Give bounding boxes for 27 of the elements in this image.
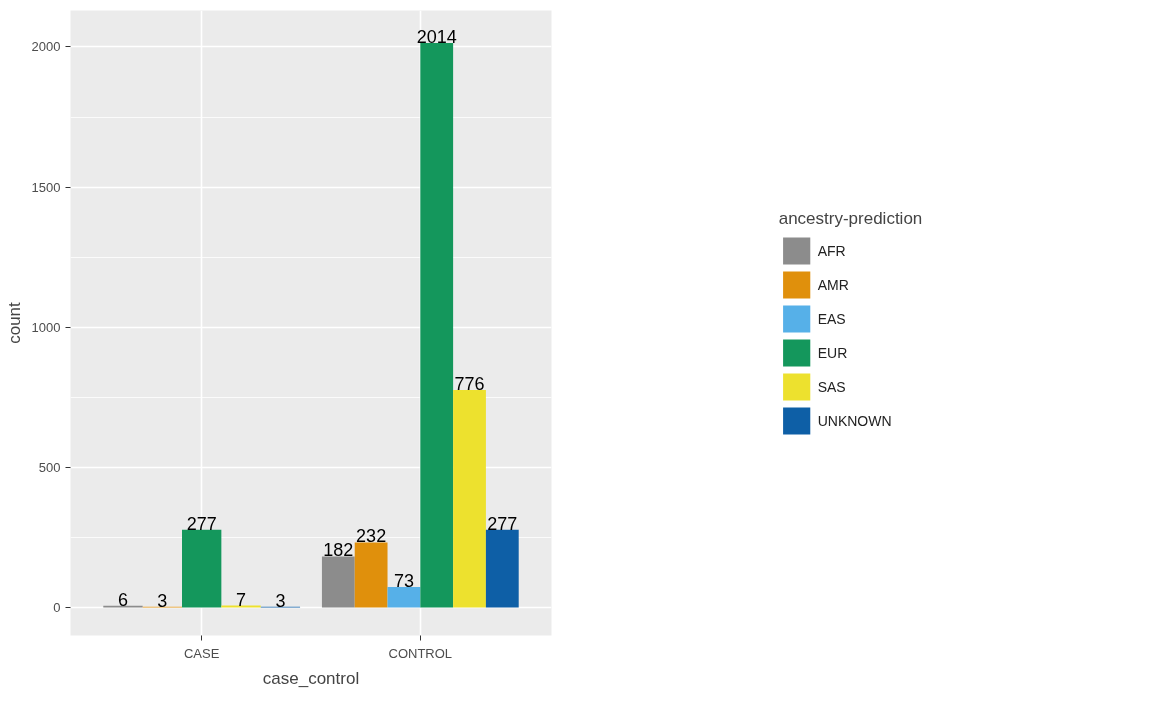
data-label: 232 xyxy=(356,526,387,547)
data-label: 277 xyxy=(186,513,217,534)
legend-label: UNKNOWN xyxy=(817,412,892,428)
y-tick-label: 1000 xyxy=(31,319,61,335)
x-axis-title: case_control xyxy=(262,668,360,688)
data-label: 182 xyxy=(323,540,354,561)
x-tick-label: CASE xyxy=(183,645,220,661)
data-label: 7 xyxy=(236,589,247,610)
y-tick-label: 500 xyxy=(38,459,61,475)
data-label: 776 xyxy=(454,373,485,394)
legend-label: AMR xyxy=(817,276,849,292)
legend-title: ancestry-prediction xyxy=(778,208,923,228)
legend-label: SAS xyxy=(817,378,846,394)
data-label: 6 xyxy=(117,589,128,610)
legend-label: AFR xyxy=(817,242,846,258)
y-tick-label: 0 xyxy=(53,599,61,615)
y-tick-label: 2000 xyxy=(31,39,61,55)
legend-label: EAS xyxy=(817,310,846,326)
data-label: 2014 xyxy=(416,27,457,48)
data-label: 277 xyxy=(487,513,518,534)
data-label: 3 xyxy=(275,590,286,611)
y-axis-title: count xyxy=(4,301,24,344)
y-tick-label: 1500 xyxy=(31,179,61,195)
x-tick-label: CONTROL xyxy=(388,645,453,661)
legend-label: EUR xyxy=(817,344,848,360)
data-label: 73 xyxy=(393,571,414,592)
data-label: 3 xyxy=(157,590,168,611)
